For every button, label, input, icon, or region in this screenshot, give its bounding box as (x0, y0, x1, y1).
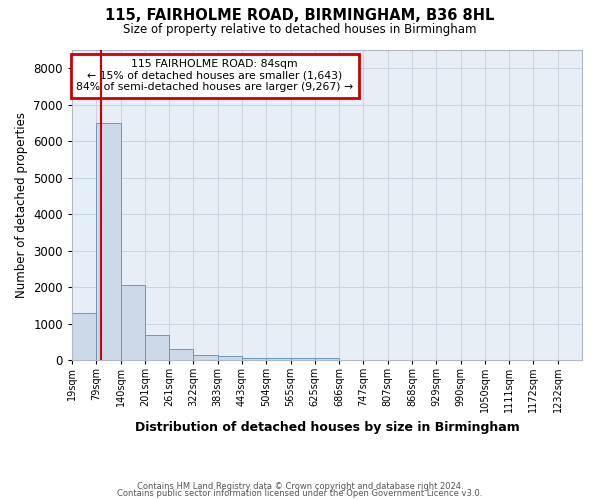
Bar (290, 358, 315, 360)
Bar (218, 356, 242, 360)
Text: Contains HM Land Registry data © Crown copyright and database right 2024.: Contains HM Land Registry data © Crown c… (137, 482, 463, 491)
Text: 115 FAIRHOLME ROAD: 84sqm
← 15% of detached houses are smaller (1,643)
84% of se: 115 FAIRHOLME ROAD: 84sqm ← 15% of detac… (76, 60, 353, 92)
Bar (96, 123, 121, 360)
Bar (145, 335, 169, 360)
Bar (242, 358, 266, 360)
Bar (72, 312, 96, 360)
Bar (193, 354, 218, 360)
Bar (169, 349, 193, 360)
Text: 115, FAIRHOLME ROAD, BIRMINGHAM, B36 8HL: 115, FAIRHOLME ROAD, BIRMINGHAM, B36 8HL (106, 8, 494, 22)
Bar (121, 285, 145, 360)
Bar (266, 358, 290, 360)
X-axis label: Distribution of detached houses by size in Birmingham: Distribution of detached houses by size … (134, 421, 520, 434)
Text: Size of property relative to detached houses in Birmingham: Size of property relative to detached ho… (123, 22, 477, 36)
Bar (315, 358, 339, 360)
Y-axis label: Number of detached properties: Number of detached properties (15, 112, 28, 298)
Text: Contains public sector information licensed under the Open Government Licence v3: Contains public sector information licen… (118, 489, 482, 498)
